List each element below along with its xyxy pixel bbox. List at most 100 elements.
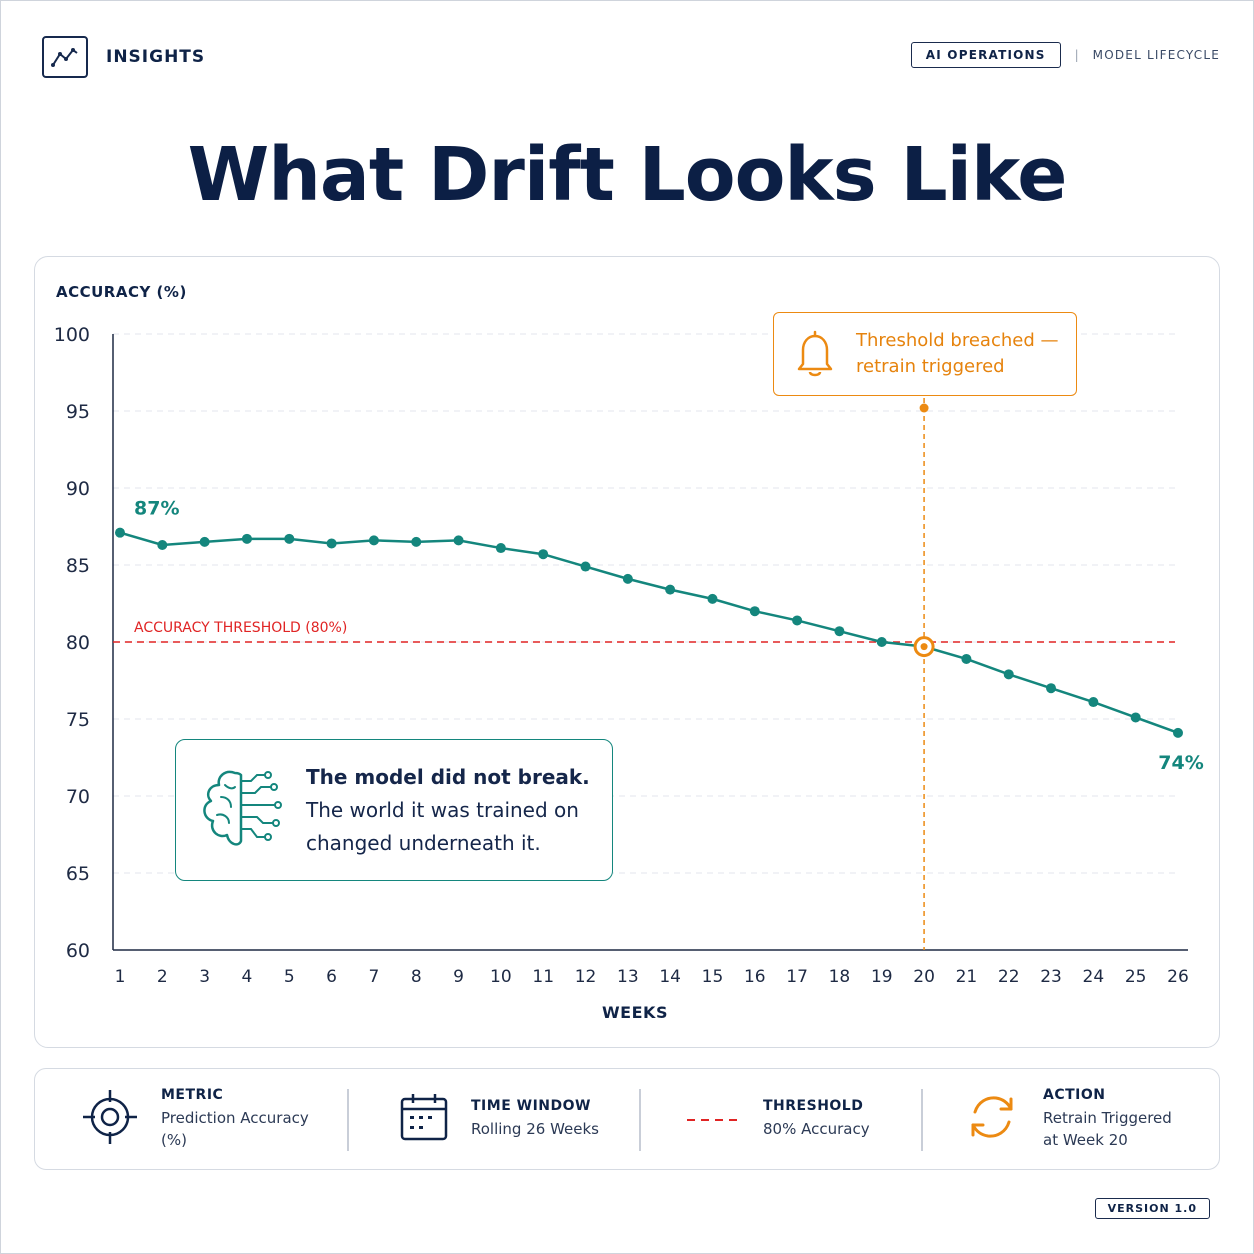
note-line-3: changed underneath it. xyxy=(306,830,541,855)
y-axis-label: ACCURACY (%) xyxy=(56,283,187,301)
data-point xyxy=(495,543,506,554)
x-tick-labels: 1 2 3 4 5 6 7 8 9 10 11 12 13 14 15 16 17 18 19 20 21 22 23 24 2… xyxy=(115,967,1189,987)
data-point xyxy=(115,527,125,538)
legend-threshold: THRESHOLD 80% Accuracy xyxy=(685,1069,870,1169)
brand: INSIGHTS xyxy=(42,36,205,78)
legend-window: TIME WINDOW Rolling 26 Weeks xyxy=(399,1069,599,1169)
y-tick-label: 60 xyxy=(66,940,90,962)
x-tick-label: 18 xyxy=(829,967,851,987)
trend-chart-icon xyxy=(42,36,88,78)
data-point xyxy=(411,536,422,547)
legend-action-week: at Week 20 xyxy=(1043,1131,1128,1149)
data-point xyxy=(580,561,591,572)
legend-metric-unit: (%) xyxy=(161,1131,187,1149)
legend-action: ACTION Retrain Triggered at Week 20 xyxy=(965,1069,1172,1169)
breach-point-core xyxy=(920,643,928,651)
retrain-alert-callout: Threshold breached — retrain triggered xyxy=(773,312,1077,396)
x-tick-label: 26 xyxy=(1167,967,1189,987)
x-tick-label: 5 xyxy=(284,967,295,987)
x-tick-label: 8 xyxy=(411,967,422,987)
x-tick-label: 16 xyxy=(744,967,766,987)
y-tick-label: 70 xyxy=(66,786,90,808)
x-tick-label: 20 xyxy=(913,967,935,987)
note-headline: The model did not break. xyxy=(306,764,590,789)
data-point xyxy=(538,549,549,560)
category-badge[interactable]: AI OPERATIONS xyxy=(910,42,1061,68)
refresh-icon xyxy=(965,1090,1021,1148)
y-tick-label: 65 xyxy=(66,863,90,885)
data-point xyxy=(368,535,379,546)
legend-metric-title: METRIC xyxy=(161,1087,224,1103)
x-tick-label: 2 xyxy=(157,967,168,987)
data-point xyxy=(665,584,676,595)
brain-circuit-icon xyxy=(176,767,306,853)
x-tick-label: 7 xyxy=(369,967,380,987)
note-line-2: The world it was trained on xyxy=(306,797,579,822)
x-tick-label: 21 xyxy=(956,967,978,987)
data-point xyxy=(749,606,760,617)
legend-metric-value: Prediction Accuracy xyxy=(161,1109,309,1127)
y-tick-label: 75 xyxy=(66,709,90,731)
legend-metric: METRIC Prediction Accuracy (%) xyxy=(81,1069,309,1169)
legend-window-value: Rolling 26 Weeks xyxy=(471,1120,599,1138)
x-tick-label: 1 xyxy=(115,967,126,987)
data-point xyxy=(453,535,464,546)
x-tick-label: 6 xyxy=(326,967,337,987)
data-point xyxy=(157,539,168,550)
legend-action-title: ACTION xyxy=(1043,1087,1106,1103)
x-axis-label: WEEKS xyxy=(602,1003,668,1022)
legend-threshold-title: THRESHOLD xyxy=(763,1098,864,1114)
calendar-icon xyxy=(399,1091,449,1147)
chart-grid xyxy=(113,333,1175,874)
data-point xyxy=(1088,697,1099,708)
x-tick-label: 14 xyxy=(659,967,681,987)
data-point xyxy=(241,533,252,544)
threshold-label: ACCURACY THRESHOLD (80%) xyxy=(134,620,347,636)
x-tick-label: 4 xyxy=(242,967,253,987)
data-point xyxy=(284,533,295,544)
x-tick-label: 12 xyxy=(575,967,597,987)
x-tick-label: 17 xyxy=(786,967,808,987)
data-point xyxy=(834,626,845,637)
x-tick-label: 13 xyxy=(617,967,639,987)
target-icon xyxy=(81,1088,141,1150)
data-point xyxy=(622,573,633,584)
breadcrumb-separator: | xyxy=(1074,48,1079,62)
data-point xyxy=(961,653,972,664)
legend-divider xyxy=(347,1089,349,1151)
x-tick-label: 22 xyxy=(998,967,1020,987)
insight-note: The model did not break. The world it wa… xyxy=(175,739,613,881)
bell-icon xyxy=(774,328,856,380)
legend-threshold-value: 80% Accuracy xyxy=(763,1120,870,1138)
start-value-label: 87% xyxy=(134,498,179,520)
x-tick-label: 19 xyxy=(871,967,893,987)
legend-action-value: Retrain Triggered xyxy=(1043,1109,1172,1127)
dashed-line-icon xyxy=(685,1110,741,1129)
breadcrumb-section[interactable]: MODEL LIFECYCLE xyxy=(1092,48,1220,62)
legend-window-title: TIME WINDOW xyxy=(471,1098,591,1114)
legend-divider xyxy=(639,1089,641,1151)
x-tick-label: 3 xyxy=(199,967,210,987)
legend-bar: METRIC Prediction Accuracy (%) TIME WIND… xyxy=(34,1068,1220,1170)
header-nav: AI OPERATIONS | MODEL LIFECYCLE xyxy=(910,42,1220,68)
data-point xyxy=(199,536,210,547)
end-value-label: 74% xyxy=(1158,752,1203,774)
alert-line-2: retrain triggered xyxy=(856,356,1005,377)
x-tick-label: 23 xyxy=(1040,967,1062,987)
chart-card xyxy=(34,256,1220,1048)
x-tick-label: 24 xyxy=(1083,967,1105,987)
data-point xyxy=(1046,683,1057,694)
x-tick-label: 11 xyxy=(532,967,554,987)
y-tick-label: 100 xyxy=(54,324,90,346)
event-connector-dot xyxy=(919,403,929,413)
x-tick-label: 15 xyxy=(702,967,724,987)
y-tick-label: 80 xyxy=(66,632,90,654)
page-title: What Drift Looks Like xyxy=(187,132,1068,218)
y-tick-label: 95 xyxy=(66,401,90,423)
alert-line-1: Threshold breached — xyxy=(856,330,1059,351)
data-point xyxy=(876,637,887,647)
x-tick-label: 9 xyxy=(453,967,464,987)
y-tick-label: 85 xyxy=(66,555,90,577)
data-point xyxy=(792,615,803,626)
